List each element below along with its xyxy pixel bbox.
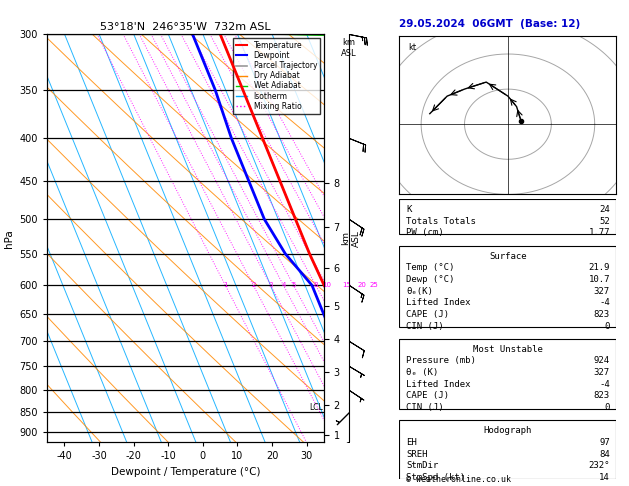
Text: -4: -4	[599, 298, 610, 307]
Text: Most Unstable: Most Unstable	[473, 345, 543, 354]
Text: StmDir: StmDir	[406, 461, 438, 470]
Bar	[399, 246, 616, 328]
Text: θₑ(K): θₑ(K)	[406, 287, 433, 295]
Bar	[399, 339, 616, 409]
Text: 232°: 232°	[588, 461, 610, 470]
Text: Pressure (mb): Pressure (mb)	[406, 356, 476, 365]
Text: PW (cm): PW (cm)	[406, 228, 443, 237]
Text: LCL: LCL	[309, 403, 323, 412]
Text: Dewp (°C): Dewp (°C)	[406, 275, 454, 284]
Text: 2: 2	[251, 282, 255, 288]
Text: 0: 0	[604, 403, 610, 412]
Text: 25: 25	[369, 282, 378, 288]
Text: 84: 84	[599, 450, 610, 459]
Text: CAPE (J): CAPE (J)	[406, 391, 449, 400]
Text: 15: 15	[343, 282, 352, 288]
Text: 97: 97	[599, 438, 610, 447]
Text: 4: 4	[281, 282, 286, 288]
Text: CIN (J): CIN (J)	[406, 322, 443, 330]
Text: 5: 5	[291, 282, 296, 288]
Text: 3: 3	[269, 282, 273, 288]
Text: 327: 327	[594, 287, 610, 295]
Text: K: K	[406, 205, 411, 214]
Text: 924: 924	[594, 356, 610, 365]
Text: kt: kt	[408, 43, 416, 52]
Title: 53°18'N  246°35'W  732m ASL: 53°18'N 246°35'W 732m ASL	[100, 22, 271, 32]
Text: 10.7: 10.7	[588, 275, 610, 284]
Text: EH: EH	[406, 438, 416, 447]
Text: 0: 0	[604, 322, 610, 330]
Text: StmSpd (kt): StmSpd (kt)	[406, 473, 465, 482]
Text: 1.77: 1.77	[588, 228, 610, 237]
Text: Lifted Index: Lifted Index	[406, 298, 470, 307]
Text: 14: 14	[599, 473, 610, 482]
Legend: Temperature, Dewpoint, Parcel Trajectory, Dry Adiabat, Wet Adiabat, Isotherm, Mi: Temperature, Dewpoint, Parcel Trajectory…	[233, 38, 320, 114]
Text: km
ASL: km ASL	[342, 38, 357, 57]
Text: Temp (°C): Temp (°C)	[406, 263, 454, 272]
Text: SREH: SREH	[406, 450, 428, 459]
Text: 823: 823	[594, 391, 610, 400]
Text: Surface: Surface	[489, 252, 526, 260]
Text: 24: 24	[599, 205, 610, 214]
Text: Hodograph: Hodograph	[484, 426, 532, 435]
Bar	[399, 420, 616, 479]
Text: θₑ (K): θₑ (K)	[406, 368, 438, 377]
Text: 10: 10	[322, 282, 331, 288]
Text: 21.9: 21.9	[588, 263, 610, 272]
Text: 1: 1	[223, 282, 228, 288]
Text: -4: -4	[599, 380, 610, 389]
Text: 20: 20	[357, 282, 367, 288]
Text: 327: 327	[594, 368, 610, 377]
Text: 8: 8	[313, 282, 318, 288]
Y-axis label: km
ASL: km ASL	[342, 230, 360, 246]
Text: CAPE (J): CAPE (J)	[406, 310, 449, 319]
Text: Lifted Index: Lifted Index	[406, 380, 470, 389]
Y-axis label: hPa: hPa	[4, 229, 14, 247]
Text: 823: 823	[594, 310, 610, 319]
Text: Totals Totals: Totals Totals	[406, 217, 476, 226]
Text: © weatheronline.co.uk: © weatheronline.co.uk	[406, 474, 511, 484]
Text: CIN (J): CIN (J)	[406, 403, 443, 412]
Text: 52: 52	[599, 217, 610, 226]
Text: 29.05.2024  06GMT  (Base: 12): 29.05.2024 06GMT (Base: 12)	[399, 19, 581, 29]
X-axis label: Dewpoint / Temperature (°C): Dewpoint / Temperature (°C)	[111, 467, 260, 477]
Bar	[399, 199, 616, 234]
